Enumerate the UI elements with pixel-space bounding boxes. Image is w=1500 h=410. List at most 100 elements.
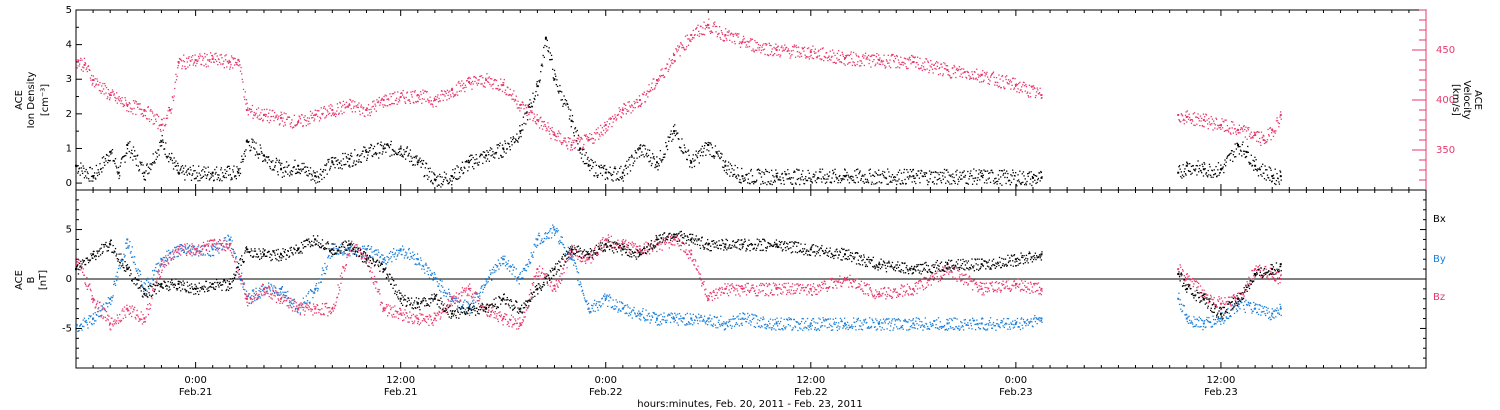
velocity-sample: [726, 39, 728, 41]
ion-density-sample: [1222, 166, 1224, 168]
velocity-sample: [836, 57, 838, 59]
ion-density-sample: [323, 176, 325, 179]
by-sample: [509, 265, 511, 267]
ion-density-sample: [164, 153, 166, 156]
ion-density-sample: [706, 144, 709, 146]
ion-density-sample: [1031, 175, 1034, 178]
velocity-sample: [708, 18, 710, 20]
by-sample: [451, 297, 453, 299]
ion-density-sample: [787, 169, 789, 171]
ion-density-sample: [513, 141, 516, 144]
ion-density-sample: [1202, 175, 1205, 177]
velocity-sample: [166, 117, 169, 119]
by-sample: [409, 258, 411, 261]
ion-density-sample: [1221, 168, 1224, 170]
ion-density-sample: [742, 178, 744, 180]
ion-density-sample: [901, 179, 903, 182]
velocity-sample: [306, 117, 309, 119]
velocity-sample: [404, 102, 407, 105]
velocity-sample: [90, 79, 92, 81]
velocity-sample: [991, 73, 993, 75]
ion-density-sample: [977, 173, 980, 175]
velocity-sample: [417, 100, 419, 103]
by-point: [946, 322, 949, 325]
by-sample: [681, 321, 684, 323]
by-sample: [638, 310, 640, 312]
velocity-sample: [934, 62, 937, 64]
velocity-sample: [464, 84, 467, 86]
ion-density-sample: [808, 177, 810, 179]
ion-density-sample: [227, 174, 230, 176]
ion-density-sample: [790, 182, 792, 184]
velocity-sample: [367, 114, 369, 116]
velocity-sample: [349, 99, 352, 101]
ion-density-sample: [568, 108, 570, 110]
ion-density-sample: [630, 156, 632, 158]
ion-density-sample: [677, 132, 679, 134]
ion-density-sample: [624, 165, 626, 167]
by-sample: [724, 328, 727, 330]
velocity-sample: [944, 63, 946, 65]
by-sample: [641, 313, 643, 316]
ion-density-sample: [545, 38, 547, 40]
velocity-sample: [393, 103, 395, 105]
ion-density-sample: [520, 135, 522, 138]
by-sample: [750, 324, 752, 326]
velocity-point: [109, 94, 112, 96]
ion-density-sample: [711, 155, 713, 158]
ion-density-sample: [821, 181, 823, 183]
ion-density-sample: [687, 149, 690, 151]
ion-density-sample: [246, 139, 248, 141]
by-sample: [512, 264, 514, 266]
ion-density-sample: [433, 172, 435, 174]
velocity-sample: [1242, 126, 1245, 128]
ion-density-sample: [499, 142, 501, 144]
by-sample: [430, 274, 432, 277]
ion-density-sample: [712, 155, 714, 158]
velocity-sample: [1267, 128, 1269, 131]
velocity-sample: [844, 64, 846, 66]
by-sample: [155, 263, 157, 265]
by-sample: [538, 232, 540, 234]
velocity-sample: [471, 80, 474, 83]
ion-density-sample: [466, 161, 468, 163]
by-sample: [76, 325, 78, 327]
velocity-sample: [850, 51, 852, 53]
ion-density-sample: [1276, 172, 1278, 175]
ion-density-sample: [141, 172, 144, 175]
by-point: [809, 322, 812, 325]
ion-density-sample: [560, 99, 562, 101]
velocity-sample: [638, 95, 641, 97]
velocity-sample: [409, 100, 411, 103]
ion-density-sample: [403, 149, 405, 151]
ion-density-sample: [373, 153, 375, 156]
by-point: [553, 228, 556, 231]
ion-density-sample: [688, 154, 690, 157]
velocity-sample: [717, 33, 719, 36]
velocity-sample: [266, 108, 268, 110]
ion-density-sample: [988, 177, 991, 179]
velocity-sample: [1268, 134, 1270, 136]
ion-density-sample: [802, 170, 804, 172]
velocity-sample: [187, 57, 190, 59]
velocity-sample: [458, 90, 461, 92]
ion-density-sample: [1268, 166, 1270, 168]
ion-density-sample: [654, 164, 657, 166]
ion-density-sample: [356, 154, 358, 157]
by-sample: [228, 239, 230, 241]
velocity-sample: [451, 87, 453, 90]
ion-density-sample: [627, 166, 629, 168]
by-sample: [787, 319, 789, 321]
by-sample: [137, 272, 139, 274]
by-sample: [706, 319, 708, 322]
velocity-sample: [231, 57, 233, 59]
velocity-sample: [204, 56, 206, 58]
ion-density-sample: [559, 90, 562, 92]
ion-density-sample: [227, 165, 229, 168]
ion-density-sample: [842, 175, 845, 177]
by-sample: [692, 324, 694, 326]
ion-density-sample: [869, 168, 871, 170]
by-sample: [662, 319, 665, 321]
by-sample: [355, 253, 358, 256]
velocity-sample: [426, 90, 428, 93]
